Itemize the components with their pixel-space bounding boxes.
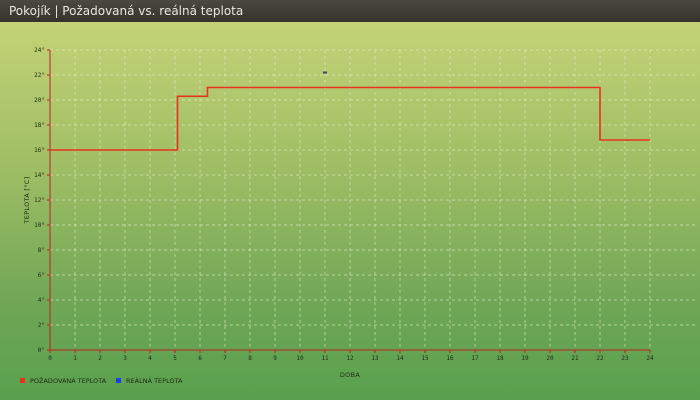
x-tick-label: 4: [148, 355, 152, 362]
x-tick-label: 1: [73, 355, 77, 362]
x-tick-label: 3: [123, 355, 127, 362]
series-point-1: [323, 71, 327, 74]
x-tick-label: 23: [621, 355, 629, 362]
x-tick-label: 6: [198, 355, 202, 362]
legend-label-1: REÁLNÁ TEPLOTA: [126, 376, 183, 385]
x-tick-label: 7: [223, 355, 227, 362]
y-axis-label: TEPLOTA [°C]: [23, 177, 31, 225]
x-tick-label: 13: [371, 355, 379, 362]
x-tick-label: 14: [396, 355, 404, 362]
y-tick-label: 4°: [38, 297, 45, 304]
x-tick-label: 16: [446, 355, 454, 362]
x-tick-label: 9: [273, 355, 277, 362]
x-tick-label: 10: [296, 355, 304, 362]
y-tick-label: 12°: [34, 197, 45, 204]
y-tick-label: 18°: [34, 122, 45, 129]
x-tick-label: 21: [571, 355, 579, 362]
y-tick-label: 8°: [38, 247, 45, 254]
legend-label-0: POŽADOVANÁ TEPLOTA: [30, 376, 107, 385]
x-tick-label: 22: [596, 355, 604, 362]
chart-panel: [0, 22, 700, 400]
x-tick-label: 11: [321, 355, 329, 362]
y-tick-label: 20°: [34, 97, 45, 104]
x-tick-label: 2: [98, 355, 102, 362]
x-tick-label: 12: [346, 355, 354, 362]
y-tick-label: 16°: [34, 147, 45, 154]
y-tick-label: 0°: [38, 347, 45, 354]
y-tick-label: 2°: [38, 322, 45, 329]
x-tick-label: 15: [421, 355, 429, 362]
y-tick-label: 6°: [38, 272, 45, 279]
x-tick-label: 19: [521, 355, 529, 362]
y-tick-label: 14°: [34, 172, 45, 179]
x-tick-label: 24: [646, 355, 654, 362]
window-title: Pokojík | Požadovaná vs. reálná teplota: [0, 0, 700, 22]
y-tick-label: 10°: [34, 222, 45, 229]
x-axis-label: DOBA: [340, 371, 360, 379]
x-tick-label: 0: [48, 355, 52, 362]
legend-swatch-1: [116, 378, 121, 383]
x-tick-label: 5: [173, 355, 177, 362]
series-line-0: [50, 86, 650, 151]
x-tick-label: 8: [248, 355, 252, 362]
y-tick-label: 22°: [34, 72, 45, 79]
legend-swatch-0: [20, 378, 25, 383]
x-tick-label: 18: [496, 355, 504, 362]
y-tick-label: 24°: [34, 47, 45, 54]
x-tick-label: 17: [471, 355, 479, 362]
x-tick-label: 20: [546, 355, 554, 362]
